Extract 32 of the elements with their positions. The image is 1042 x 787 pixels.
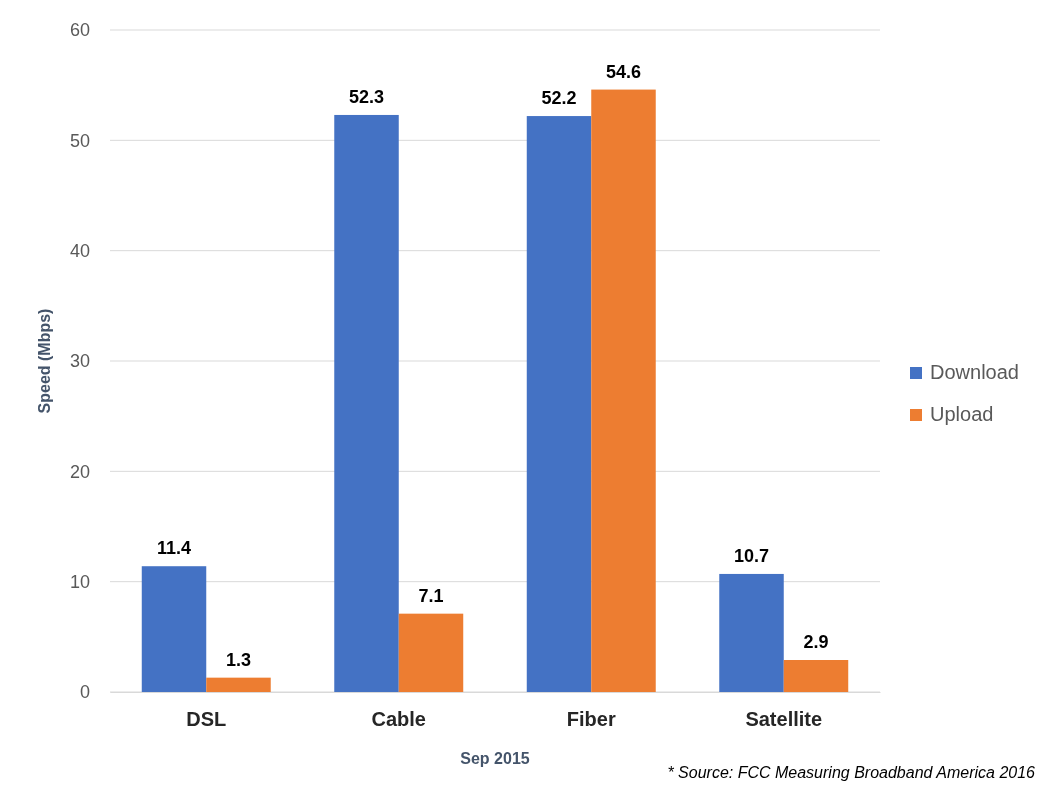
legend-label: Download [930,361,1019,383]
y-tick-label: 60 [69,20,90,41]
x-axis-title: Sep 2015 [460,750,530,767]
bar [398,613,464,692]
y-tick-label: 30 [69,351,90,372]
data-label: 2.9 [803,632,829,652]
y-tick-label: 10 [69,571,90,592]
bar [141,566,207,692]
x-tick-label: DSL [186,708,227,731]
data-label: 1.3 [225,649,252,670]
y-tick-label: 50 [69,130,90,151]
y-tick-label: 40 [69,240,90,261]
x-tick-label: Fiber [566,708,616,731]
text: * Source: FCC Measuring Broadband America 2016 [667,764,1036,781]
bar [334,114,399,692]
y-tick-label: 0 [79,682,90,703]
data-label: 52.2 [541,88,577,109]
y-axis-title: Speed (Mbps) [36,308,53,414]
bar [591,89,656,692]
x-tick-label: Cable [371,708,426,731]
data-label: 11.4 [156,538,192,559]
data-label: 10.7 [733,545,770,566]
bar [783,660,849,692]
data-label: 54.6 [605,61,642,82]
bar [206,677,271,692]
bar [526,116,592,692]
data-label: 7.1 [418,585,444,606]
legend-label: Upload [930,403,994,425]
bar [719,573,784,692]
x-tick-label: Satellite [745,708,823,731]
y-tick-label: 20 [69,461,90,482]
data-label: 52.3 [348,86,385,107]
